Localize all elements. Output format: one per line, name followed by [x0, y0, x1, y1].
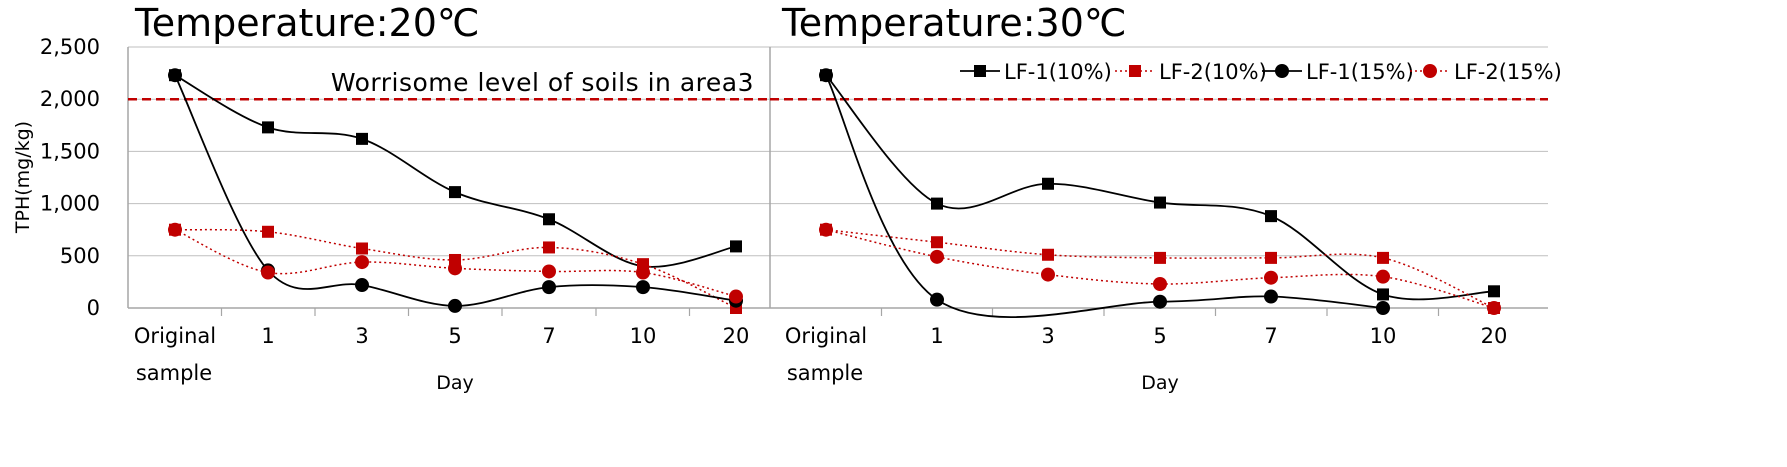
data-point [819, 222, 833, 237]
legend-entry: LF-1(10%) [960, 60, 1112, 84]
data-point [448, 298, 462, 313]
legend-label: LF-2(10%) [1159, 60, 1267, 84]
data-point [636, 265, 650, 280]
y-tick-label: 0 [87, 296, 100, 320]
data-point [1154, 251, 1166, 264]
x-tick-label: 3 [1041, 324, 1054, 348]
y-axis-title: TPH(mg/kg) [12, 121, 34, 234]
data-point [262, 121, 274, 134]
y-tick-label: 500 [60, 244, 100, 268]
x-axis-title: Day [436, 372, 474, 394]
data-point [1264, 289, 1278, 304]
x-tick-label: sample [136, 361, 212, 385]
x-axis-title: Day [1141, 372, 1179, 394]
data-point [930, 292, 944, 307]
series-lf-2-15- [168, 222, 743, 304]
x-tick-label: 20 [1481, 324, 1508, 348]
data-point [930, 249, 944, 264]
legend-label: LF-1(10%) [1004, 60, 1112, 84]
data-point [1153, 276, 1167, 291]
data-point [356, 132, 368, 145]
y-tick-label: 2,500 [40, 35, 100, 59]
x-tick-label: Original [134, 324, 216, 348]
reference-line-label: Worrisome level of soils in area3 [331, 68, 754, 97]
data-point [261, 265, 275, 280]
data-point [1487, 301, 1501, 315]
legend-label: LF-2(15%) [1454, 60, 1562, 84]
series-line [825, 74, 1384, 318]
data-point [1264, 270, 1278, 285]
series-line [825, 74, 1495, 301]
x-tick-label: 10 [1370, 324, 1397, 348]
data-point [729, 289, 743, 304]
panel-title: Temperature:30℃ [781, 1, 1127, 45]
data-point [931, 236, 943, 249]
data-point [355, 278, 369, 293]
panel-title: Temperature:20℃ [134, 1, 480, 45]
data-point [1154, 196, 1166, 209]
x-tick-label: 10 [630, 324, 657, 348]
x-tick-label: 1 [261, 324, 274, 348]
data-point [1377, 288, 1389, 301]
data-point [636, 280, 650, 295]
data-point [543, 241, 555, 254]
data-point [1488, 285, 1500, 298]
x-tick-label: 5 [1153, 324, 1166, 348]
legend-marker [1129, 65, 1141, 77]
data-point [449, 186, 461, 199]
data-point [1153, 294, 1167, 309]
data-point [1042, 177, 1054, 190]
data-point [542, 280, 556, 295]
legend-marker [1423, 64, 1437, 78]
data-point [1042, 248, 1054, 261]
data-point [262, 225, 274, 238]
data-point [1041, 267, 1055, 282]
data-point [1376, 301, 1390, 315]
data-point [542, 264, 556, 279]
y-tick-label: 1,000 [40, 192, 100, 216]
data-point [819, 68, 833, 83]
data-point [168, 68, 182, 83]
legend-marker [974, 65, 986, 77]
data-point [1265, 210, 1277, 223]
x-tick-label: 7 [542, 324, 555, 348]
x-tick-label: sample [787, 361, 863, 385]
data-point [168, 222, 182, 237]
legend-entry: LF-2(15%) [1410, 60, 1562, 84]
x-tick-label: 5 [448, 324, 461, 348]
data-point [1265, 251, 1277, 264]
x-tick-label: 3 [355, 324, 368, 348]
data-point [543, 213, 555, 226]
series-lf-1-15- [819, 68, 1390, 318]
y-tick-label: 1,500 [40, 139, 100, 163]
data-point [1376, 269, 1390, 284]
series-lf-1-10- [820, 69, 1500, 301]
data-point [355, 255, 369, 270]
x-tick-label: 7 [1264, 324, 1277, 348]
data-point [356, 242, 368, 255]
data-point [1377, 251, 1389, 264]
data-point [730, 240, 742, 253]
legend-label: LF-1(15%) [1306, 60, 1414, 84]
legend-entry: LF-2(10%) [1115, 60, 1267, 84]
x-tick-label: 20 [723, 324, 750, 348]
x-tick-label: 1 [930, 324, 943, 348]
data-point [448, 261, 462, 276]
legend-marker [1275, 64, 1289, 78]
legend-entry: LF-1(15%) [1262, 60, 1414, 84]
data-point [931, 197, 943, 210]
x-tick-label: Original [785, 324, 867, 348]
series-line [174, 74, 737, 268]
y-tick-label: 2,000 [40, 87, 100, 111]
series-lf-2-15- [819, 222, 1501, 315]
